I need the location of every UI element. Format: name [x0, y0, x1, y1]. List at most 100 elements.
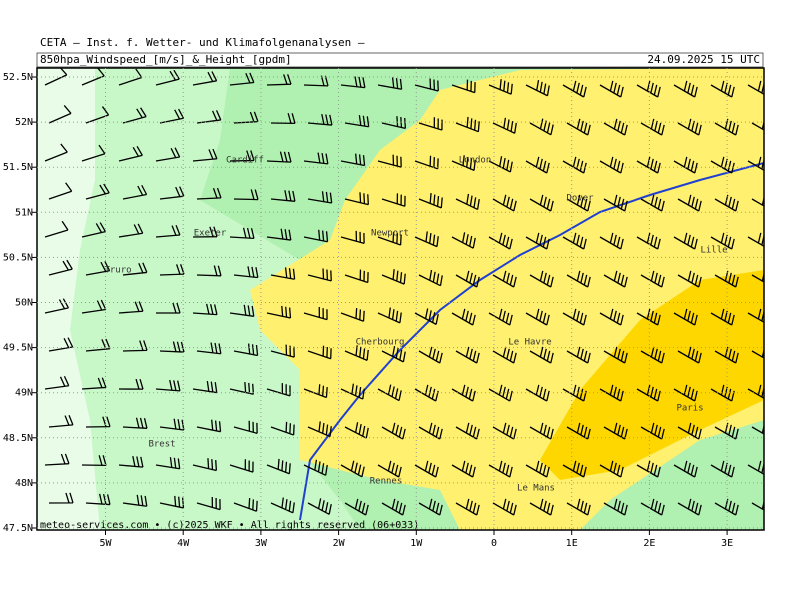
- wind-barb: [118, 378, 144, 390]
- y-tick-label: 47.5N: [3, 523, 33, 534]
- wind-barb: [118, 456, 144, 468]
- wind-barb: [562, 384, 587, 402]
- x-tick-label: 2W: [333, 538, 346, 549]
- wind-barb: [229, 150, 255, 162]
- height-contour: [299, 162, 764, 521]
- wind-barb: [751, 119, 764, 131]
- wind-barb: [640, 270, 665, 288]
- wind-barb: [566, 270, 591, 288]
- x-tick-label: 1W: [410, 538, 423, 549]
- wind-barb: [562, 308, 587, 326]
- wind-barb: [155, 147, 181, 162]
- wind-barb: [603, 498, 628, 516]
- wind-barb: [747, 80, 764, 95]
- wind-barb: [303, 152, 329, 165]
- wind-barb: [492, 346, 517, 364]
- wind-barb: [159, 495, 185, 509]
- wind-barb: [451, 155, 476, 172]
- wind-barb: [677, 346, 702, 364]
- x-tick-label: 3W: [255, 538, 268, 549]
- wind-barb: [377, 231, 402, 246]
- valid-time: 24.09.2025 15 UTC: [647, 53, 760, 66]
- wind-barb: [414, 155, 439, 170]
- wind-barb: [673, 384, 698, 402]
- wind-barb: [303, 306, 328, 321]
- wind-barb: [677, 194, 702, 212]
- wind-barb: [233, 420, 258, 434]
- wind-barb: [44, 298, 70, 314]
- city-label: Brest: [148, 440, 175, 450]
- wind-barb: [418, 422, 443, 440]
- wind-barb: [525, 308, 550, 326]
- wind-barb: [303, 229, 329, 243]
- wind-barb: [44, 143, 68, 162]
- wind-barb: [155, 379, 181, 392]
- city-label: London: [459, 156, 492, 166]
- wind-barb: [455, 270, 480, 288]
- wind-barb: [451, 460, 476, 478]
- wind-barb: [377, 154, 402, 168]
- wind-barb: [751, 195, 764, 207]
- wind-barb: [492, 194, 517, 212]
- wind-barb: [529, 498, 554, 516]
- wind-barb: [451, 308, 476, 326]
- wind-barb: [492, 270, 517, 288]
- wind-barb: [377, 307, 402, 324]
- wind-barb: [747, 232, 764, 247]
- wind-barb: [451, 232, 476, 249]
- wind-barb: [122, 417, 148, 429]
- wind-barb: [81, 455, 107, 467]
- wind-barb: [307, 268, 332, 282]
- wind-barb: [714, 422, 739, 440]
- wind-barb: [48, 182, 73, 200]
- wind-barb: [344, 422, 369, 439]
- wind-barb: [48, 414, 74, 428]
- wind-barb: [381, 193, 406, 207]
- x-tick-label: 4W: [177, 538, 190, 549]
- y-tick-label: 48.5N: [3, 433, 33, 444]
- wind-barb: [525, 232, 550, 250]
- wind-barb: [640, 194, 665, 212]
- x-tick-label: 5W: [99, 538, 112, 549]
- wind-barb: [455, 116, 480, 133]
- wind-barb: [566, 118, 591, 136]
- wind-barb: [266, 383, 291, 397]
- city-label: Paris: [676, 404, 703, 414]
- y-tick-label: 51N: [15, 207, 33, 218]
- wind-barb: [344, 269, 369, 284]
- wind-barb: [122, 340, 148, 352]
- wind-barb: [455, 193, 480, 211]
- wind-barb: [488, 460, 513, 478]
- wind-barb: [529, 118, 554, 136]
- wind-barb: [340, 76, 366, 89]
- wind-barb: [340, 153, 366, 167]
- wind-barb: [603, 118, 628, 136]
- wind-barb: [599, 460, 624, 478]
- wind-barb: [747, 460, 764, 475]
- wind-barb: [488, 232, 513, 250]
- wind-barb: [192, 458, 218, 472]
- y-tick-label: 52.5N: [3, 72, 33, 83]
- wind-barb: [44, 220, 69, 238]
- wind-barb: [603, 194, 628, 212]
- wind-barb: [381, 269, 406, 285]
- wind-barb: [418, 498, 443, 516]
- wind-barb: [525, 79, 550, 97]
- wind-barb: [48, 105, 72, 124]
- subtitle: 850hpa_Windspeed_[m/s]_&_Height_[gpdm]: [40, 53, 292, 66]
- wind-barb: [418, 192, 443, 209]
- city-label: Dover: [566, 194, 594, 204]
- wind-barb: [492, 498, 517, 516]
- wind-barb: [710, 80, 735, 98]
- wind-barb: [266, 151, 292, 163]
- wind-barb: [414, 308, 439, 325]
- wind-barb: [710, 384, 735, 402]
- wind-barb: [48, 337, 74, 352]
- wind-barb: [85, 183, 110, 200]
- wind-barb: [155, 302, 181, 314]
- wind-barb: [344, 498, 369, 516]
- wind-barb: [155, 69, 180, 86]
- subtitle-box: [36, 52, 764, 68]
- wind-barb: [562, 80, 587, 98]
- wind-barb: [451, 384, 476, 402]
